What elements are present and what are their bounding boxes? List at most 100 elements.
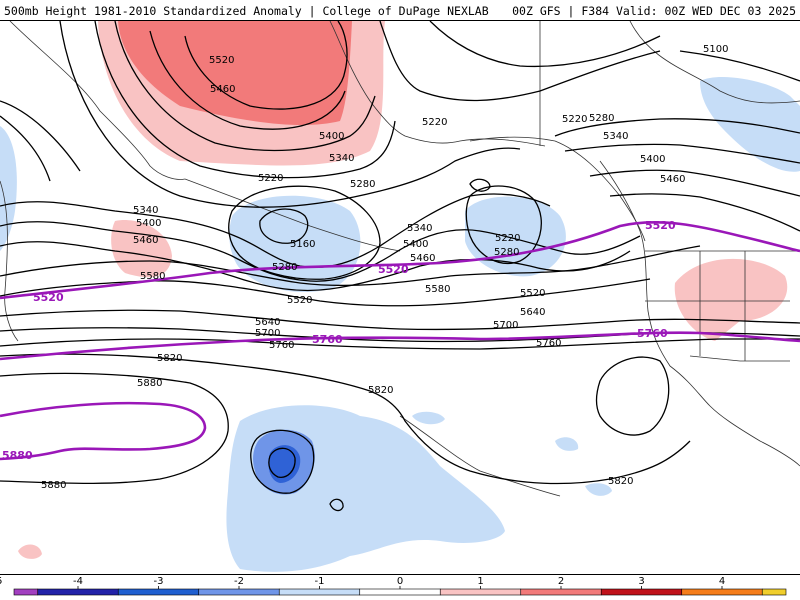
colorbar-segment: [359, 588, 441, 596]
height-label: 5700: [255, 328, 280, 339]
contour-subtropical-low-inner: [268, 447, 296, 478]
colorbar-segment: [37, 588, 119, 596]
contour-small-circle: [329, 498, 344, 512]
aleutian-chain: [184, 178, 401, 252]
alaska-south-coast: [469, 136, 646, 242]
contour-subtropical-low: [250, 429, 315, 494]
contour-east-ridge: [595, 356, 670, 436]
highlight-5520: [0, 221, 800, 300]
height-label: 5340: [407, 223, 432, 234]
colorbar-tick-label: -5: [0, 576, 2, 587]
colorbar-tick-label: 4: [719, 576, 725, 587]
height-label: 5160: [290, 239, 315, 250]
height-label: 5880: [137, 378, 162, 389]
contour-5880: [0, 372, 229, 485]
height-label: 5880: [41, 480, 66, 491]
positive-anomaly-southwest-us: [674, 258, 788, 341]
positive-anomaly-strong-north: [118, 21, 352, 126]
colorbar-tick-label: 1: [477, 576, 483, 587]
positive-anomaly-west: [111, 220, 172, 278]
colorbar-tick-label: -3: [154, 576, 164, 587]
height-label: 5280: [350, 179, 375, 190]
contour-5460-north: [149, 30, 346, 130]
height-label: 5520: [520, 288, 545, 299]
height-label: 5760: [536, 338, 561, 349]
contour-5580-wave: [0, 278, 651, 307]
height-label: 5340: [603, 131, 628, 142]
contour-5640: [0, 309, 800, 331]
highlight-label: 5520: [645, 219, 676, 232]
contour-coast-5280: [554, 118, 800, 137]
height-label: 5280: [494, 247, 519, 258]
height-label: 5220: [562, 114, 587, 125]
contour-siberia-1: [0, 100, 81, 172]
contour-5520-north: [184, 21, 348, 110]
highlight-5760: [0, 331, 800, 361]
height-label: 5640: [255, 317, 280, 328]
contour-coast-5460: [609, 193, 800, 232]
contour-5460-wave: [0, 241, 631, 292]
contour-coast-5340: [564, 143, 800, 164]
contour-5220-gulf: [465, 185, 542, 265]
height-label: 5220: [495, 233, 520, 244]
height-label: 5760: [269, 340, 294, 351]
height-label: 5340: [329, 153, 354, 164]
height-label: 5820: [368, 385, 393, 396]
us-mexico-border: [689, 355, 790, 362]
highlight-label: 5520: [378, 263, 409, 276]
positive-anomaly-corner: [18, 544, 42, 559]
colorbar-tick-label: -2: [234, 576, 244, 587]
colorbar-segment: [439, 588, 522, 596]
colorbar-segment: [13, 588, 39, 596]
colorbar-ticks: [77, 586, 723, 589]
contour-5520-south: [0, 245, 701, 287]
contour-5100: [679, 50, 800, 82]
colorbar-tick-label: 3: [638, 576, 644, 587]
height-label: 5340: [133, 205, 158, 216]
negative-anomaly-west-edge: [0, 126, 17, 251]
height-label: 5520: [209, 55, 234, 66]
height-label: 5220: [422, 117, 447, 128]
colorbar-tick-label: -1: [315, 576, 325, 587]
height-label: 5460: [210, 84, 235, 95]
highlight-5880: [0, 401, 207, 461]
height-label: 5580: [140, 271, 165, 282]
map-header: 500mb Height 1981-2010 Standardized Anom…: [0, 0, 800, 20]
colorbar-segment: [278, 588, 361, 596]
colorbar-segment: [198, 588, 280, 596]
colorbar-segment: [117, 588, 200, 596]
contour-5280-main: [59, 21, 521, 208]
colorbar-segment: [600, 588, 683, 596]
height-label: 5400: [319, 131, 344, 142]
anomaly-shading: [0, 21, 800, 572]
negative-anomaly-core: [268, 445, 301, 483]
height-label: 5820: [157, 353, 182, 364]
highlight-label: 5520: [33, 291, 64, 304]
height-label: 5580: [425, 284, 450, 295]
colorbar-segment: [761, 588, 787, 596]
anomaly-colorbar: -5-4-3-2-1012345: [0, 575, 800, 600]
colorbar-tick-label: 2: [558, 576, 564, 587]
height-label: 5460: [410, 253, 435, 264]
contour-5160-gulf-small: [469, 178, 491, 192]
height-label: 5100: [703, 44, 728, 55]
contour-5160-low: [259, 208, 309, 244]
height-label: 5400: [403, 239, 428, 250]
negative-anomaly-small-1: [412, 411, 445, 425]
bc-coast: [599, 160, 800, 467]
kamchatka-coast: [0, 180, 19, 342]
contour-5400-wave: [0, 221, 641, 282]
height-label: 5700: [493, 320, 518, 331]
contour-siberia-2: [0, 115, 51, 182]
colorbar-segment: [681, 588, 763, 596]
height-labels: 5520 5460 5400 5340 5280 5220 5220 5160 …: [41, 44, 728, 491]
height-label: 5460: [660, 174, 685, 185]
contour-northeast-2: [429, 21, 661, 68]
colorbar-tick-labels: -5-4-3-2-1012345: [0, 576, 800, 587]
highlight-labels: 5520 5520 5520 5760 5760 5880: [2, 219, 676, 462]
model-valid-time: 00Z GFS | F384 Valid: 00Z WED DEC 03 202…: [512, 4, 796, 18]
height-label: 5820: [608, 476, 633, 487]
contour-5340-north: [94, 21, 396, 179]
anomaly-map: 5520 5460 5400 5340 5280 5220 5220 5160 …: [0, 20, 800, 575]
product-title: 500mb Height 1981-2010 Standardized Anom…: [4, 4, 489, 18]
